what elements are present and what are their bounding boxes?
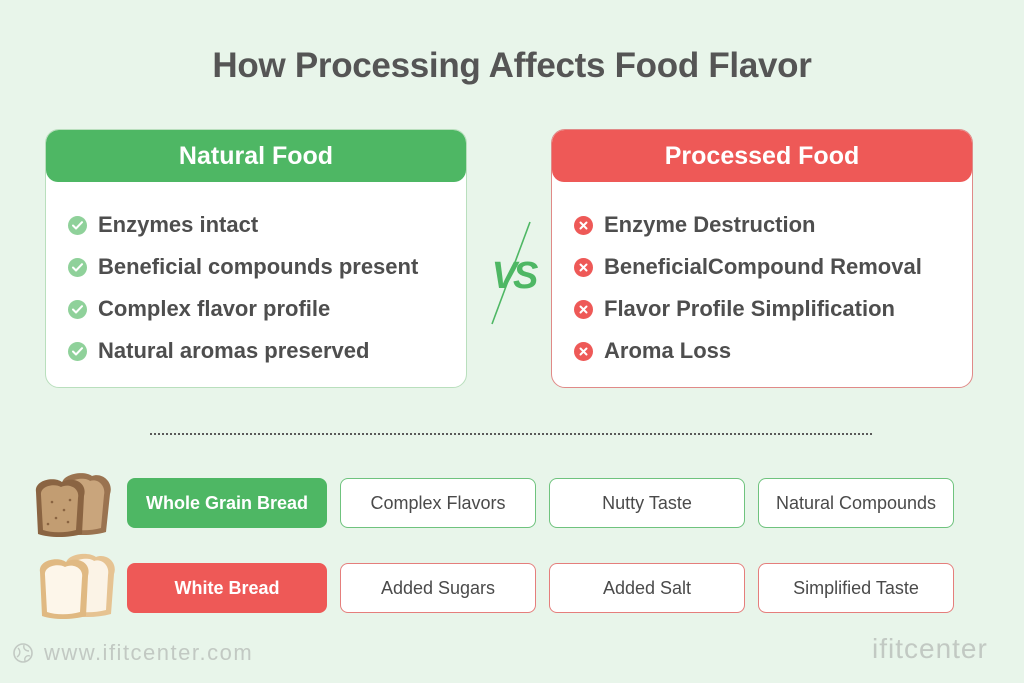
brand-logo: ifitcenter xyxy=(872,633,988,664)
list-item: Beneficial compounds present xyxy=(68,246,466,288)
check-circle-icon xyxy=(68,215,87,235)
check-circle-icon xyxy=(68,341,87,361)
check-circle-icon xyxy=(68,299,87,319)
list-item: Complex flavor profile xyxy=(68,288,466,330)
list-item-text: Natural aromas preserved xyxy=(98,338,370,363)
list-item-text: Enzyme Destruction xyxy=(604,212,816,237)
natural-food-header: Natural Food xyxy=(46,130,466,182)
cross-circle-icon xyxy=(574,299,593,319)
trait-complex-flavors: Complex Flavors xyxy=(340,478,536,528)
list-item-text: BeneficialCompound Removal xyxy=(604,254,922,279)
list-item-text: Aroma Loss xyxy=(604,338,732,363)
natural-food-panel: Natural Food Enzymes intact Beneficial c… xyxy=(45,129,467,388)
natural-food-list: Enzymes intact Beneficial compounds pres… xyxy=(46,182,466,372)
list-item: Enzyme Destruction xyxy=(574,204,972,246)
check-circle-icon xyxy=(68,257,87,277)
footer-url: www.ifitcenter.com xyxy=(12,640,253,666)
trait-added-salt: Added Salt xyxy=(549,563,745,613)
footer-url-text: www.ifitcenter.com xyxy=(44,640,254,665)
globe-icon xyxy=(13,643,33,663)
whole-grain-bread-label: Whole Grain Bread xyxy=(127,478,327,528)
vs-label: VS xyxy=(492,255,538,297)
trait-natural-compounds: Natural Compounds xyxy=(758,478,954,528)
white-bread-label: White Bread xyxy=(127,563,327,613)
processed-food-panel: Processed Food Enzyme Destruction Benefi… xyxy=(551,129,973,388)
list-item: Natural aromas preserved xyxy=(68,330,466,372)
list-item: Enzymes intact xyxy=(68,204,466,246)
list-item: BeneficialCompound Removal xyxy=(574,246,972,288)
list-item-text: Complex flavor profile xyxy=(98,296,331,321)
list-item: Aroma Loss xyxy=(574,330,972,372)
list-item-text: Beneficial compounds present xyxy=(98,254,419,279)
trait-nutty-taste: Nutty Taste xyxy=(549,478,745,528)
trait-added-sugars: Added Sugars xyxy=(340,563,536,613)
list-item: Flavor Profile Simplification xyxy=(574,288,972,330)
list-item-text: Enzymes intact xyxy=(98,212,259,237)
cross-circle-icon xyxy=(574,341,593,361)
page-title: How Processing Affects Food Flavor xyxy=(212,46,812,85)
cross-circle-icon xyxy=(574,257,593,277)
whole-grain-bread-image xyxy=(35,473,111,537)
trait-simplified-taste: Simplified Taste xyxy=(758,563,954,613)
processed-food-header: Processed Food xyxy=(552,130,972,182)
section-divider xyxy=(150,433,872,435)
vs-mark: VS xyxy=(491,221,542,325)
list-item-text: Flavor Profile Simplification xyxy=(604,296,895,321)
processed-food-list: Enzyme Destruction BeneficialCompound Re… xyxy=(552,182,972,372)
white-bread-image xyxy=(39,553,115,619)
cross-circle-icon xyxy=(574,215,593,235)
